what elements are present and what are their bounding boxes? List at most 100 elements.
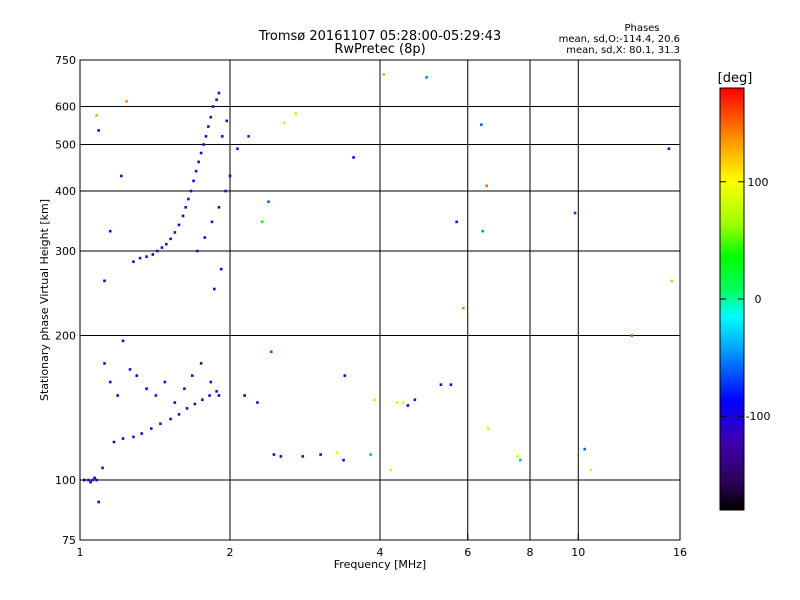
- data-point: [199, 362, 203, 365]
- data-point: [140, 432, 144, 435]
- data-point: [267, 200, 270, 204]
- data-point: [228, 174, 232, 178]
- data-point: [389, 468, 392, 472]
- data-point: [439, 383, 443, 386]
- data-point: [189, 189, 193, 193]
- colorbar-ticks: 100 0 -100: [720, 176, 770, 423]
- data-point: [203, 236, 207, 239]
- data-point: [487, 427, 490, 430]
- data-point: [589, 468, 593, 472]
- data-point: [169, 237, 172, 241]
- data-point: [121, 339, 125, 343]
- data-point: [670, 279, 674, 283]
- colorbar-tick-label: -100: [746, 410, 771, 423]
- data-point: [343, 374, 347, 377]
- data-point: [455, 220, 458, 224]
- data-point: [91, 478, 94, 482]
- chart-title: Tromsø 20161107 05:28:00-05:29:43: [258, 29, 501, 44]
- data-point: [145, 387, 148, 390]
- data-points: [82, 73, 674, 504]
- data-point: [401, 401, 405, 404]
- x-tick-label: 16: [673, 546, 687, 559]
- y-tick-label: 300: [55, 245, 76, 258]
- x-axis-label: Frequency [MHz]: [334, 558, 426, 571]
- data-point: [112, 440, 116, 444]
- data-point: [181, 214, 185, 218]
- data-point: [209, 115, 213, 119]
- data-point: [219, 267, 223, 271]
- data-point: [382, 73, 386, 76]
- chart-subtitle: RwPretec (8p): [334, 42, 425, 57]
- data-point: [177, 413, 181, 416]
- data-point: [173, 231, 177, 234]
- plot-grid: [80, 60, 680, 540]
- data-point: [667, 147, 671, 151]
- y-tick-label: 100: [55, 474, 76, 487]
- y-tick-label: 75: [62, 534, 76, 547]
- data-point: [225, 119, 229, 123]
- data-point: [269, 350, 273, 354]
- colorbar-label: [deg]: [718, 71, 753, 86]
- y-tick-label: 400: [55, 185, 76, 198]
- data-point: [462, 306, 465, 310]
- y-tick-label: 200: [55, 330, 76, 343]
- data-point: [128, 368, 132, 371]
- data-point: [282, 121, 286, 125]
- data-point: [212, 287, 216, 291]
- data-point: [573, 211, 577, 215]
- x-tick-label: 4: [377, 546, 384, 559]
- data-point: [197, 160, 200, 164]
- data-point: [208, 394, 211, 397]
- data-point: [373, 398, 376, 402]
- data-point: [183, 387, 186, 390]
- data-point: [301, 455, 305, 458]
- data-point: [207, 125, 210, 128]
- data-point: [485, 184, 489, 188]
- colorbar-tick-label: 0: [755, 293, 762, 306]
- data-point: [97, 129, 100, 132]
- data-point: [516, 455, 519, 458]
- data-point: [87, 478, 90, 482]
- data-point: [480, 123, 483, 126]
- data-point: [630, 334, 634, 337]
- data-point: [217, 91, 221, 95]
- data-point: [247, 135, 250, 138]
- data-point: [89, 480, 92, 484]
- data-point: [215, 390, 218, 393]
- data-point: [260, 220, 264, 224]
- data-point: [103, 279, 106, 283]
- y-tick-label: 500: [55, 139, 76, 152]
- data-point: [352, 156, 355, 159]
- data-point: [103, 362, 106, 365]
- data-point: [335, 451, 339, 455]
- y-axis-label: Stationary phase Virtual Height [km]: [38, 199, 51, 401]
- data-point: [209, 380, 213, 384]
- x-tick-label: 8: [527, 546, 534, 559]
- x-tick-label: 1: [77, 546, 84, 559]
- data-point: [279, 455, 283, 458]
- data-point: [204, 135, 208, 138]
- data-point: [369, 453, 372, 456]
- data-point: [192, 179, 195, 183]
- x-tick-label: 6: [464, 546, 471, 559]
- data-point: [164, 242, 168, 246]
- data-point: [95, 478, 98, 482]
- data-point: [108, 380, 112, 384]
- data-point: [95, 114, 98, 117]
- data-point: [125, 100, 128, 103]
- data-point: [190, 374, 194, 377]
- data-point: [211, 105, 215, 108]
- data-point: [159, 422, 162, 426]
- data-point: [135, 374, 139, 377]
- data-point: [121, 437, 125, 440]
- data-point: [93, 476, 96, 480]
- data-point: [217, 205, 221, 209]
- data-point: [202, 143, 205, 146]
- data-point: [256, 401, 259, 404]
- data-point: [196, 249, 199, 253]
- data-point: [201, 398, 204, 402]
- x-tick-label: 10: [571, 546, 585, 559]
- stats-line-x: mean, sd,X: 80.1, 31.3: [566, 45, 680, 56]
- colorbar-tick-label: 100: [748, 176, 769, 189]
